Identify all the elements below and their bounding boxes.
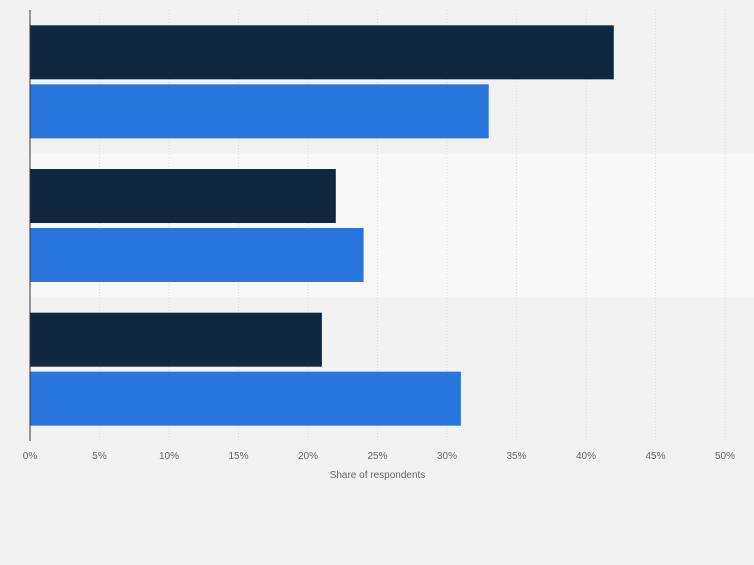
bars <box>30 25 614 426</box>
x-tick-label: 45% <box>645 451 665 462</box>
x-tick-label: 40% <box>576 451 596 462</box>
x-tick-label: 30% <box>437 451 457 462</box>
x-tick-label: 15% <box>228 451 248 462</box>
x-tick-label: 25% <box>367 451 387 462</box>
bar <box>30 169 336 223</box>
x-tick-label: 5% <box>92 451 107 462</box>
bar <box>30 312 322 367</box>
x-tick-label: 0% <box>23 451 38 462</box>
x-tick-label: 20% <box>298 451 318 462</box>
x-tick-label: 35% <box>506 451 526 462</box>
bar <box>30 371 461 426</box>
bar <box>30 25 614 80</box>
bar <box>30 228 364 282</box>
x-axis-label: Share of respondents <box>330 470 426 481</box>
x-tick-labels: 0% 5% 10% 15% 20% 25% 30% 35% 40% 45% 50% <box>23 451 735 462</box>
bar <box>30 84 489 139</box>
x-tick-label: 10% <box>159 451 179 462</box>
x-tick-label: 50% <box>715 451 735 462</box>
